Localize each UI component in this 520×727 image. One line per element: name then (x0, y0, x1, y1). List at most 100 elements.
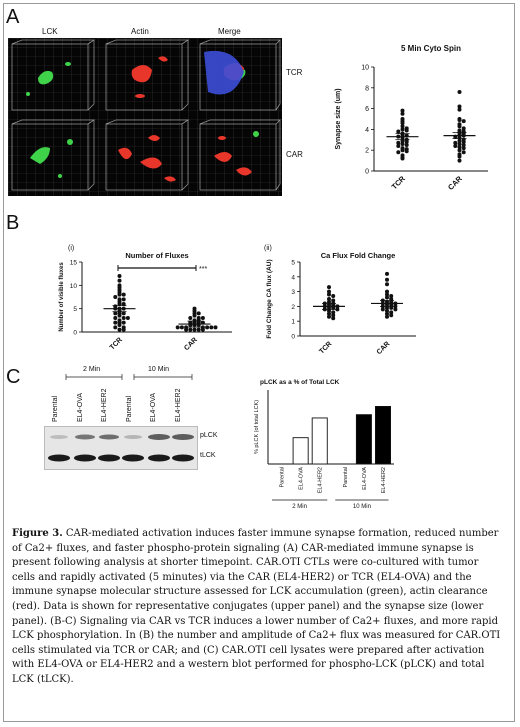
lane-label: Parental (125, 395, 133, 422)
data-point (385, 277, 389, 282)
data-point (385, 289, 389, 294)
data-point (457, 107, 462, 112)
synapse-size-chart: 5 Min Cyto Spin 0 2 4 6 8 10 Synapse size (um) T… (335, 44, 488, 192)
data-point (327, 311, 331, 316)
data-point (404, 139, 409, 144)
x-category-label: TCR (390, 174, 408, 192)
band-label-plck: pLCK (200, 432, 218, 439)
x-category-label: EL4-OVA (299, 467, 305, 490)
y-tick-label: 5 (73, 306, 77, 313)
data-point (200, 327, 205, 332)
data-point (396, 140, 401, 145)
blot-image (44, 426, 198, 470)
data-point (385, 311, 389, 316)
data-point (335, 307, 340, 312)
data-point (457, 118, 462, 123)
data-point (113, 325, 118, 330)
data-point (404, 128, 409, 133)
data-point (331, 310, 336, 315)
lane-label: EL4-HER2 (174, 388, 182, 422)
data-point (196, 327, 201, 332)
data-point (121, 297, 126, 302)
data-point (393, 307, 398, 312)
data-point (389, 310, 394, 315)
data-point (188, 327, 193, 332)
data-point (400, 141, 405, 146)
data-point (117, 302, 122, 306)
data-point (389, 297, 394, 301)
x-category-label: CAR (376, 340, 392, 356)
data-point (389, 305, 394, 310)
data-point (404, 143, 409, 147)
caption-label: Figure 3. (12, 528, 63, 539)
bar (311, 417, 328, 465)
row-label-tcr: TCR (286, 68, 303, 77)
panel-label-a: A (6, 6, 20, 28)
data-point (117, 292, 122, 297)
y-tick-label: 1 (291, 319, 295, 326)
panel-label-c: C (6, 366, 21, 388)
group-label: 10 Min (353, 504, 371, 510)
data-point (400, 124, 405, 129)
y-tick-label: 3 (291, 289, 295, 296)
data-point (327, 299, 331, 304)
x-category-label: TCR (318, 340, 333, 355)
data-point (453, 144, 458, 149)
data-point (457, 148, 462, 153)
micrograph-cells (8, 38, 282, 196)
significance-marker: *** (199, 266, 207, 273)
data-point (453, 140, 458, 145)
data-point (327, 285, 331, 290)
column-label-merge: Merge (218, 27, 241, 36)
data-point (385, 314, 389, 319)
data-point (327, 297, 331, 301)
data-point (117, 313, 122, 318)
column-label-lck: LCK (42, 27, 58, 36)
data-point (117, 323, 122, 327)
data-point (385, 271, 389, 276)
fluxes-chart: Number of Fluxes 0 5 10 15 Number of visible … (59, 251, 232, 352)
lane-label: EL4-HER2 (101, 388, 108, 422)
data-point (461, 143, 466, 147)
data-point (461, 126, 466, 131)
data-point (209, 325, 214, 330)
data-point (184, 327, 189, 332)
data-point (461, 119, 466, 124)
y-axis-label: Number of visible fluxes (59, 262, 65, 332)
time-label-10min: 10 Min (148, 366, 170, 373)
data-point (400, 127, 405, 132)
bar (292, 437, 309, 465)
data-point (213, 325, 218, 330)
figure-caption: Figure 3. CAR-mediated activation induce… (12, 527, 504, 688)
y-tick-label: 5 (291, 260, 295, 267)
data-point (400, 111, 405, 116)
data-point (196, 311, 201, 316)
bar (355, 414, 372, 465)
caption-text: CAR-mediated activation induces faster i… (12, 528, 501, 685)
data-point (331, 313, 336, 318)
data-point (457, 141, 462, 146)
chart-title: 5 Min Cyto Spin (401, 44, 461, 53)
y-tick-label: 6 (365, 106, 369, 113)
data-point (457, 158, 462, 163)
y-axis-label: % pLCK (of total LCK) (254, 400, 260, 454)
blot-header (65, 374, 193, 380)
data-point (113, 311, 118, 316)
y-tick-label: 2 (365, 148, 369, 155)
lane-label: EL4-OVA (76, 392, 84, 422)
row-label-car: CAR (286, 150, 303, 159)
x-category-label: EL4-HER2 (381, 467, 387, 493)
data-point (396, 144, 401, 149)
y-axis-label: Fold Change CA flux (AU) (266, 259, 273, 338)
data-point (121, 292, 126, 297)
data-point (200, 316, 205, 320)
y-tick-label: 4 (365, 127, 369, 134)
data-point (121, 327, 126, 332)
data-point (188, 316, 193, 320)
y-tick-label: 0 (291, 334, 295, 341)
data-point (113, 295, 118, 299)
data-point (400, 148, 405, 153)
ca-flux-chart: Ca Flux Fold Change 0 1 2 3 4 5 Fold Change CA … (266, 251, 416, 356)
data-point (385, 305, 389, 310)
y-tick-label: 10 (70, 283, 78, 290)
